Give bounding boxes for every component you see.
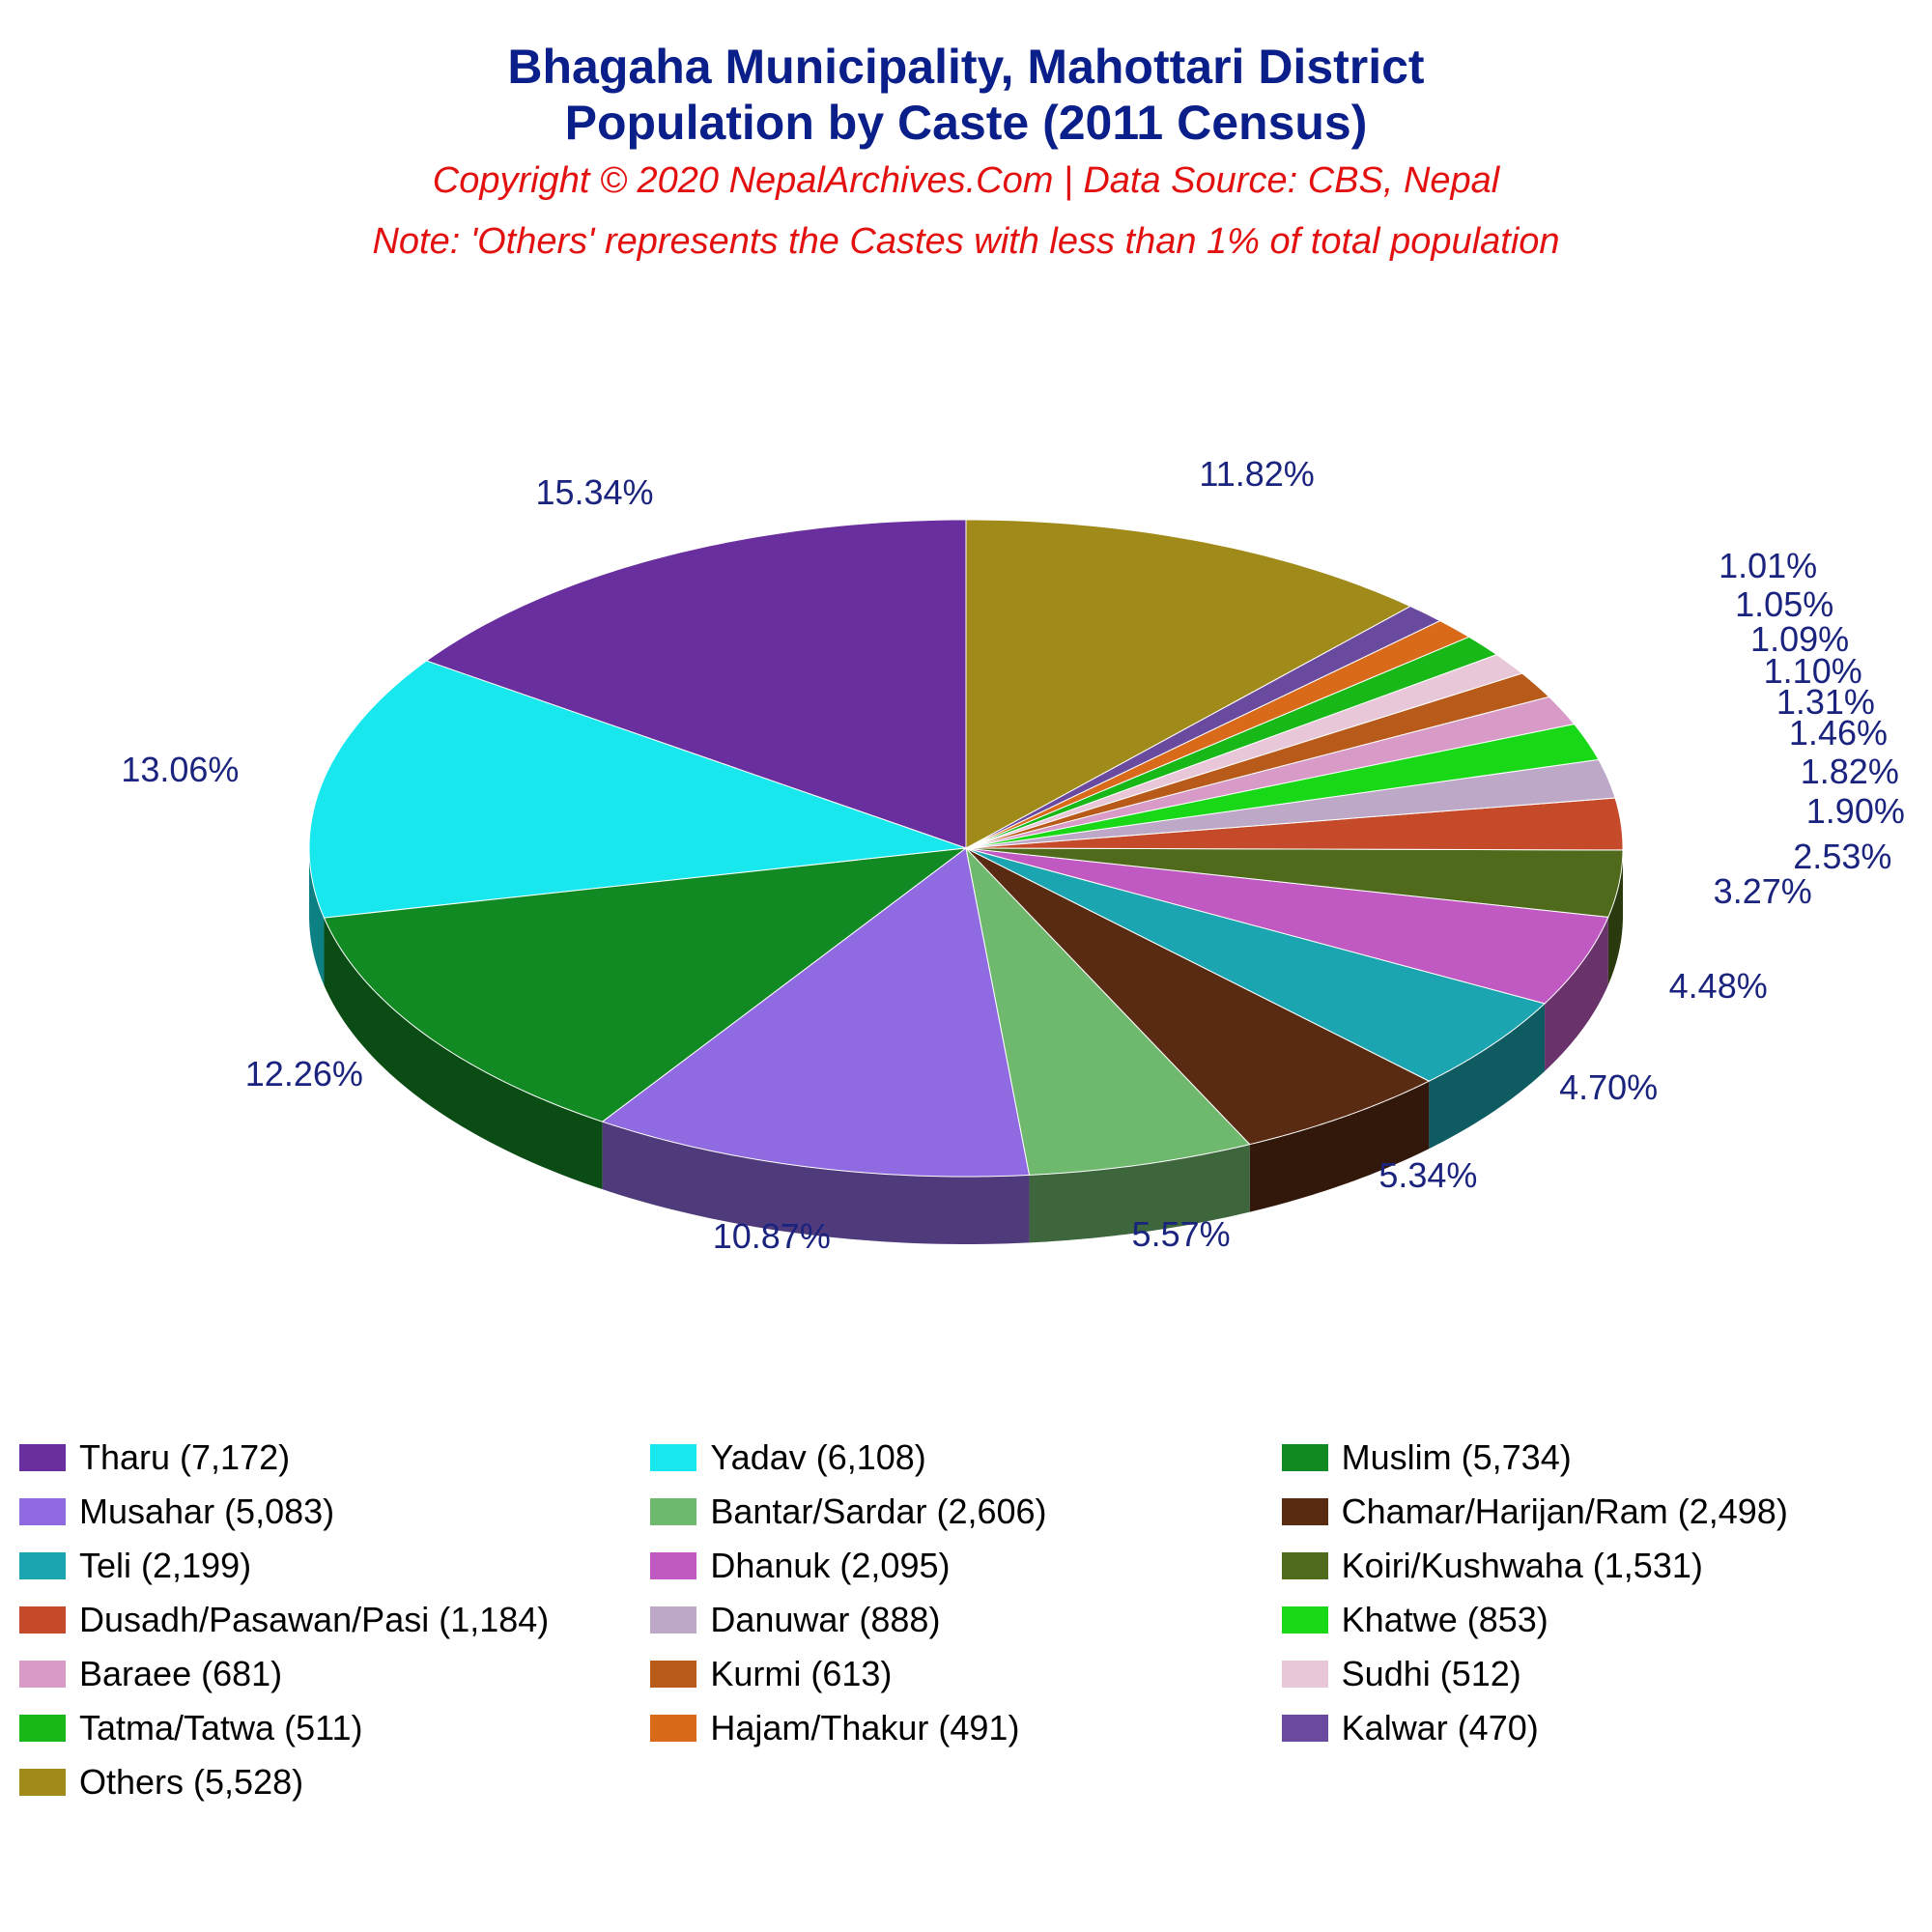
legend-swatch <box>19 1498 66 1525</box>
title-line-2: Population by Caste (2011 Census) <box>372 95 1559 151</box>
pie-percent-label: 1.82% <box>1801 752 1899 792</box>
pie-percent-label: 11.82% <box>1199 454 1314 495</box>
legend-item: Dusadh/Pasawan/Pasi (1,184) <box>19 1600 650 1640</box>
pie-percent-label: 12.26% <box>245 1054 363 1094</box>
legend-swatch <box>1282 1661 1328 1688</box>
legend-item: Dhanuk (2,095) <box>650 1546 1281 1586</box>
legend-item: Danuwar (888) <box>650 1600 1281 1640</box>
legend-swatch <box>650 1606 696 1634</box>
legend-item: Muslim (5,734) <box>1282 1437 1913 1478</box>
pie-percent-label: 10.87% <box>713 1216 831 1257</box>
legend-swatch <box>650 1498 696 1525</box>
legend-item: Baraee (681) <box>19 1654 650 1694</box>
legend-swatch <box>19 1661 66 1688</box>
legend-swatch <box>1282 1552 1328 1579</box>
pie-percent-label: 1.09% <box>1750 619 1849 660</box>
legend-swatch <box>650 1552 696 1579</box>
legend-swatch <box>650 1715 696 1742</box>
subtitle: Copyright © 2020 NepalArchives.Com | Dat… <box>372 160 1559 202</box>
legend-item: Tatma/Tatwa (511) <box>19 1708 650 1748</box>
legend-swatch <box>650 1444 696 1471</box>
legend-swatch <box>1282 1444 1328 1471</box>
legend-label: Musahar (5,083) <box>79 1492 334 1532</box>
legend-swatch <box>19 1444 66 1471</box>
pie-percent-label: 5.34% <box>1378 1155 1477 1196</box>
pie-percent-label: 4.48% <box>1669 966 1768 1007</box>
pie-svg <box>145 384 1787 1350</box>
legend-label: Kalwar (470) <box>1342 1708 1539 1748</box>
pie-percent-label: 2.53% <box>1793 837 1891 877</box>
pie-percent-label: 4.70% <box>1559 1067 1658 1108</box>
legend-item: Kalwar (470) <box>1282 1708 1913 1748</box>
title-block: Bhagaha Municipality, Mahottari District… <box>372 39 1559 263</box>
legend-item: Chamar/Harijan/Ram (2,498) <box>1282 1492 1913 1532</box>
legend-label: Tatma/Tatwa (511) <box>79 1708 362 1748</box>
pie-chart: 15.34%13.06%12.26%10.87%5.57%5.34%4.70%4… <box>145 384 1787 1350</box>
legend-item: Sudhi (512) <box>1282 1654 1913 1694</box>
note: Note: 'Others' represents the Castes wit… <box>372 221 1559 263</box>
legend-label: Muslim (5,734) <box>1342 1437 1572 1478</box>
pie-percent-label: 15.34% <box>535 472 653 513</box>
legend-label: Danuwar (888) <box>710 1600 940 1640</box>
legend-item: Bantar/Sardar (2,606) <box>650 1492 1281 1532</box>
pie-percent-label: 13.06% <box>121 750 239 790</box>
legend-swatch <box>19 1715 66 1742</box>
legend-swatch <box>19 1769 66 1796</box>
legend-swatch <box>19 1606 66 1634</box>
legend-label: Dhanuk (2,095) <box>710 1546 950 1586</box>
title-line-1: Bhagaha Municipality, Mahottari District <box>372 39 1559 95</box>
legend-item: Tharu (7,172) <box>19 1437 650 1478</box>
legend-swatch <box>19 1552 66 1579</box>
legend-item: Others (5,528) <box>19 1762 650 1803</box>
legend-item: Hajam/Thakur (491) <box>650 1708 1281 1748</box>
legend-label: Dusadh/Pasawan/Pasi (1,184) <box>79 1600 549 1640</box>
legend-item: Khatwe (853) <box>1282 1600 1913 1640</box>
pie-percent-label: 1.90% <box>1806 791 1905 832</box>
legend-label: Yadav (6,108) <box>710 1437 925 1478</box>
legend-label: Baraee (681) <box>79 1654 282 1694</box>
pie-percent-label: 5.57% <box>1132 1214 1231 1255</box>
legend-swatch <box>650 1661 696 1688</box>
legend-label: Khatwe (853) <box>1342 1600 1548 1640</box>
legend-swatch <box>1282 1606 1328 1634</box>
legend-label: Bantar/Sardar (2,606) <box>710 1492 1046 1532</box>
pie-percent-label: 1.05% <box>1735 584 1833 625</box>
legend-item: Musahar (5,083) <box>19 1492 650 1532</box>
legend-label: Sudhi (512) <box>1342 1654 1521 1694</box>
legend-item: Koiri/Kushwaha (1,531) <box>1282 1546 1913 1586</box>
legend-label: Hajam/Thakur (491) <box>710 1708 1019 1748</box>
legend-swatch <box>1282 1715 1328 1742</box>
legend: Tharu (7,172) Yadav (6,108) Muslim (5,734)… <box>19 1437 1913 1803</box>
legend-item: Kurmi (613) <box>650 1654 1281 1694</box>
legend-item: Yadav (6,108) <box>650 1437 1281 1478</box>
legend-item: Teli (2,199) <box>19 1546 650 1586</box>
pie-percent-label: 1.01% <box>1719 546 1817 586</box>
legend-label: Teli (2,199) <box>79 1546 251 1586</box>
legend-label: Others (5,528) <box>79 1762 303 1803</box>
legend-swatch <box>1282 1498 1328 1525</box>
legend-label: Tharu (7,172) <box>79 1437 290 1478</box>
legend-label: Chamar/Harijan/Ram (2,498) <box>1342 1492 1788 1532</box>
legend-label: Koiri/Kushwaha (1,531) <box>1342 1546 1703 1586</box>
legend-label: Kurmi (613) <box>710 1654 892 1694</box>
